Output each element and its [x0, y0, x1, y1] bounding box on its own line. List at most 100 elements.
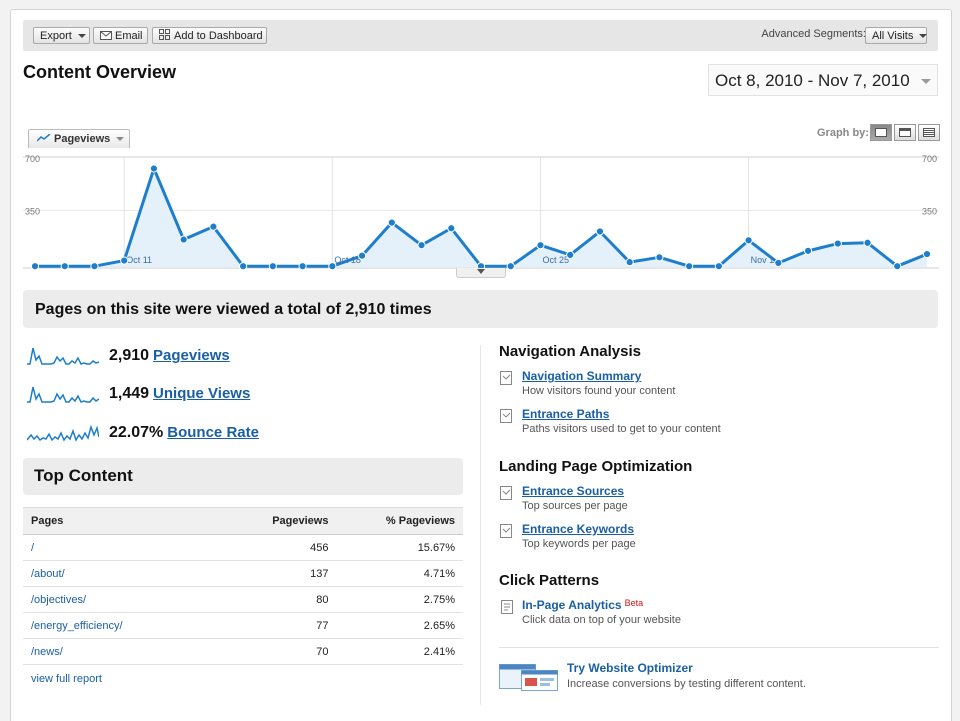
summary-banner: Pages on this site were viewed a total o…: [23, 290, 938, 328]
data-point: [298, 262, 307, 271]
graph-by-month-button[interactable]: [918, 124, 940, 141]
entrance-keywords-desc: Top keywords per page: [522, 538, 636, 550]
entrance-sources-desc: Top sources per page: [522, 500, 628, 512]
email-button[interactable]: Email: [93, 27, 148, 44]
data-point: [179, 235, 188, 244]
table-row: /about/137 4.71%: [23, 560, 463, 587]
segments-select[interactable]: All Visits: [865, 27, 928, 44]
date-range-picker[interactable]: Oct 8, 2010 - Nov 7, 2010: [708, 64, 938, 96]
pct-cell: 2.65%: [336, 612, 463, 639]
click-patterns-title: Click Patterns: [499, 572, 600, 589]
email-label: Email: [115, 30, 143, 42]
data-point: [120, 256, 129, 265]
data-point: [149, 164, 159, 173]
column-header-pages[interactable]: Pages: [23, 507, 229, 535]
website-optimizer-link[interactable]: Try Website Optimizer: [567, 661, 693, 675]
top-content-table: Pages Pageviews % Pageviews / 456 15.67% /…: [23, 507, 463, 665]
in-page-analytics-desc: Click data on top of your website: [522, 614, 681, 626]
pct-cell: 2.41%: [336, 638, 463, 665]
chart-collapse-handle[interactable]: [456, 268, 506, 278]
advanced-segments-label: Advanced Segments:: [761, 28, 866, 40]
pageviews-cell: 137: [229, 560, 337, 587]
pct-cell: 4.71%: [336, 560, 463, 587]
bounce-rate-sparkline: [26, 424, 100, 442]
stat-unique-views: 1,449 Unique Views: [27, 384, 250, 408]
top-content-header: Top Content: [23, 458, 463, 495]
table-row: /news/70 2.41%: [23, 638, 463, 665]
pageviews-chart: 700 700 350 350 Oct 11 Oct 18 Oct 25 Nov 1: [23, 147, 939, 275]
data-point: [60, 262, 69, 271]
column-header-pageviews[interactable]: Pageviews: [229, 507, 337, 535]
table-row: / 456 15.67%: [23, 534, 463, 561]
view-full-report-link[interactable]: view full report: [31, 673, 102, 685]
chevron-down-icon: [77, 34, 86, 39]
report-page-icon: [500, 524, 512, 538]
in-page-analytics-link[interactable]: In-Page Analytics: [522, 598, 622, 612]
data-point: [447, 224, 456, 233]
chevron-down-icon: [477, 269, 485, 274]
y-tick-label-left: 350: [25, 207, 40, 217]
data-point: [774, 258, 783, 268]
month-view-icon: [923, 128, 935, 137]
report-page-icon: [500, 486, 512, 500]
page-link[interactable]: /news/: [31, 645, 63, 658]
graph-by-week-button[interactable]: [894, 124, 916, 141]
column-header-pct-pageviews[interactable]: % Pageviews: [336, 507, 463, 535]
data-point: [268, 262, 277, 271]
add-to-dashboard-button[interactable]: Add to Dashboard: [152, 27, 267, 44]
export-button[interactable]: Export: [33, 27, 90, 44]
data-point: [655, 253, 664, 262]
landing-page-optimization-title: Landing Page Optimization: [499, 458, 693, 475]
stat-link-bounce-rate[interactable]: Bounce Rate: [167, 424, 259, 442]
entrance-paths-desc: Paths visitors used to get to your conte…: [522, 423, 721, 435]
data-point: [803, 246, 813, 255]
page-link[interactable]: /objectives/: [31, 593, 87, 606]
stat-link-pageviews[interactable]: Pageviews: [153, 347, 230, 365]
table-row: /energy_efficiency/77 2.65%: [23, 612, 463, 639]
pct-cell: 15.67%: [336, 534, 463, 561]
data-point: [506, 262, 515, 271]
unique-views-sparkline: [27, 386, 100, 403]
y-tick-label-right: 350: [922, 207, 937, 217]
entrance-paths-link[interactable]: Entrance Paths: [522, 407, 610, 421]
beta-badge: Beta: [624, 598, 644, 608]
metric-selector[interactable]: Pageviews: [28, 129, 130, 148]
data-point: [239, 262, 248, 271]
table-row: /objectives/80 2.75%: [23, 586, 463, 613]
website-optimizer-icon: [499, 664, 558, 691]
data-point: [685, 262, 694, 271]
pageviews-sparkline: [27, 347, 100, 365]
pct-cell: 2.75%: [336, 586, 463, 613]
stat-bounce-rate: 22.07% Bounce Rate: [26, 423, 259, 447]
page-link[interactable]: /energy_efficiency/: [31, 619, 123, 632]
week-view-icon: [899, 128, 911, 137]
stat-link-unique-views[interactable]: Unique Views: [153, 385, 251, 403]
x-tick-label: Oct 25: [542, 255, 569, 265]
data-point: [357, 251, 367, 260]
stat-value: 22.07%: [109, 424, 164, 442]
navigation-summary-link[interactable]: Navigation Summary: [522, 369, 642, 383]
day-view-icon: [875, 128, 887, 137]
data-point: [893, 262, 902, 271]
entrance-keywords-link[interactable]: Entrance Keywords: [522, 522, 635, 536]
data-point: [536, 241, 545, 250]
data-point: [922, 249, 932, 259]
data-point: [863, 238, 872, 247]
page-link[interactable]: /about/: [31, 567, 65, 580]
graph-by-day-button[interactable]: [870, 124, 892, 141]
chevron-down-icon: [921, 79, 931, 84]
x-tick-label: Nov 1: [751, 255, 775, 265]
data-point: [90, 262, 99, 271]
navigation-analysis-title: Navigation Analysis: [499, 343, 641, 360]
segments-value: All Visits: [872, 30, 914, 42]
page-link[interactable]: /: [31, 541, 35, 554]
data-point: [595, 227, 605, 236]
y-tick-label-right: 700: [922, 154, 937, 164]
stat-value: 2,910: [109, 347, 150, 365]
data-point: [328, 262, 337, 271]
entrance-sources-link[interactable]: Entrance Sources: [522, 484, 625, 498]
page-title: Content Overview: [23, 62, 177, 82]
series-area-pageviews: [35, 168, 927, 267]
chart-svg: 700 700 350 350 Oct 11 Oct 18 Oct 25 Nov 1: [23, 154, 939, 271]
document-icon: [501, 600, 513, 614]
